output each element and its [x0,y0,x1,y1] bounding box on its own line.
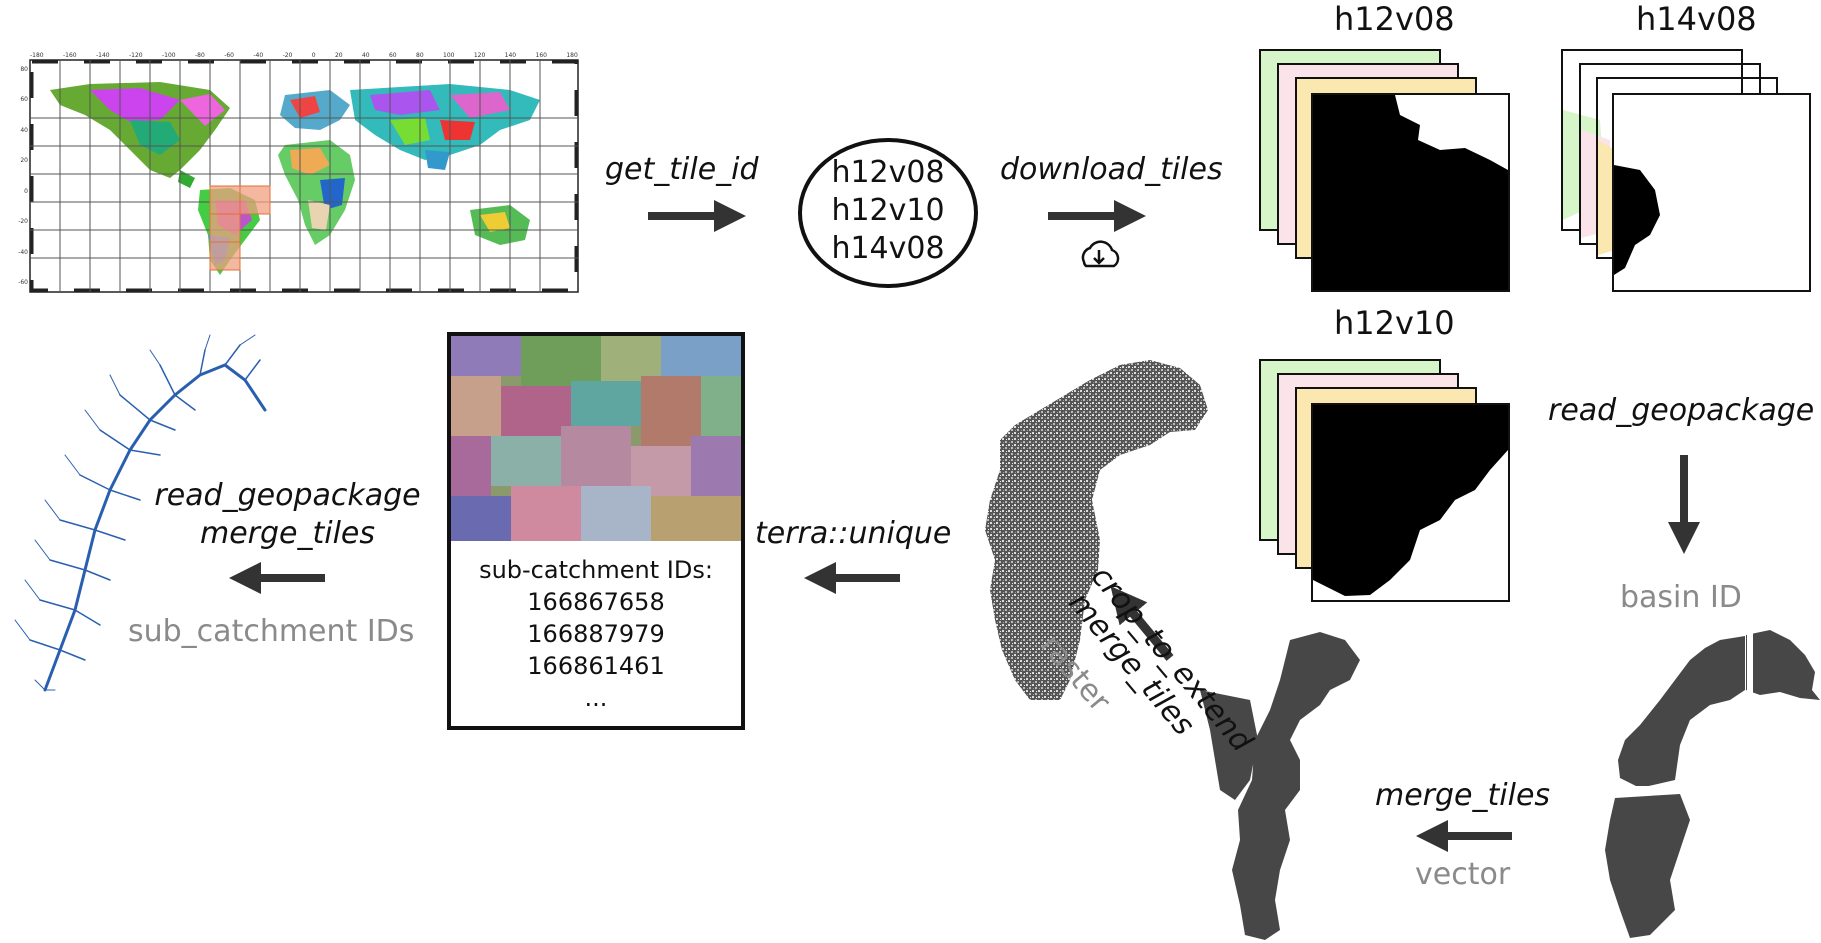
lon-tick: 180 [566,52,578,59]
lat-tick: -20 [18,218,28,226]
sub-catchment-mosaic [451,336,741,541]
tile-id-item: h14v08 [831,231,945,266]
lon-tick: 0 [311,52,316,59]
lon-tick: 40 [361,52,370,59]
lat-tick: -40 [18,248,28,256]
lon-tick-labels: -180 -160 -140 -120 -100 -80 -60 -40 -20… [30,52,578,60]
id-list: sub-catchment IDs: 166867658 166887979 1… [451,554,741,714]
world-map-svg [29,59,579,293]
step-read-geopackage-left: read_geopackage [154,478,421,513]
id-list-item: 166867658 [527,588,665,616]
lat-tick: 80 [20,66,28,73]
tile-id-list: h12v08 h12v10 h14v08 [800,154,976,268]
id-list-header: sub-catchment IDs: [479,556,713,584]
lon-tick: 20 [334,52,343,59]
lon-tick: 120 [473,52,486,59]
id-list-item: 166861461 [527,652,665,680]
tile-id-ellipse [798,138,978,288]
tile-title-h14v08: h14v08 [1636,0,1757,38]
id-list-item: 166887979 [527,620,665,648]
cloud-download-icon [1081,240,1120,268]
highlighted-tiles [209,185,271,271]
label-basin-id: basin ID [1620,580,1742,615]
tile-stack-h12v10 [1259,359,1510,602]
step-download-tiles: download_tiles [1000,152,1223,187]
lat-tick: 60 [20,96,28,104]
stream-network [14,334,267,692]
step-read-merge-left: read_geopackage merge_tiles [150,477,425,553]
tile-id-item: h12v08 [831,155,945,190]
world-tile-map: -180 -160 -140 -120 -100 -80 -60 -40 -20… [18,52,579,293]
step-get-tile-id: get_tile_id [605,152,759,187]
lon-tick: -80 [195,52,205,59]
step-read-geopackage-right: read_geopackage [1548,393,1815,428]
label-sub-catchment-ids: sub_catchment IDs [128,614,415,649]
id-list-ellipsis: ... [584,684,608,712]
lon-tick: -20 [282,52,293,59]
lat-tick: -60 [18,278,28,286]
lat-tick-labels: 80 60 40 20 0 -20 -40 -60 [16,66,28,286]
lon-tick: 100 [443,52,455,59]
tile-title-h12v10: h12v10 [1334,304,1455,342]
lon-tick: -40 [253,52,264,59]
lon-tick: 160 [535,52,547,59]
lat-tick: 20 [20,157,28,165]
label-vector: vector [1415,857,1511,892]
tile-title-h12v08: h12v08 [1334,0,1455,38]
basin-split-shape [1605,630,1820,938]
sub-catchment-id-box: sub-catchment IDs: 166867658 166887979 1… [447,332,745,730]
lon-tick: -180 [30,52,44,59]
lon-tick: 140 [504,52,517,59]
basin-raster-shape [985,360,1208,700]
lon-tick: 80 [416,52,424,59]
step-merge-tiles-left: merge_tiles [199,516,376,551]
tile-stack-h12v08 [1259,49,1510,292]
lon-tick: -100 [162,52,176,59]
lon-tick: -160 [63,52,77,59]
tile-grid [30,60,578,292]
lon-tick: -140 [96,52,110,59]
tile-id-item: h12v10 [831,193,945,228]
lat-tick: 0 [24,187,28,195]
tile-stack-h14v08 [1561,49,1811,292]
lon-tick: -60 [224,52,234,59]
lon-tick: -120 [129,52,143,59]
lon-tick: 60 [388,52,397,59]
step-merge-tiles-vector: merge_tiles [1375,778,1551,813]
basin-merged-shape [1200,632,1360,940]
step-terra-unique: terra::unique [755,516,952,551]
lat-tick: 40 [20,126,28,134]
arrow-crop-merge [1110,586,1174,661]
